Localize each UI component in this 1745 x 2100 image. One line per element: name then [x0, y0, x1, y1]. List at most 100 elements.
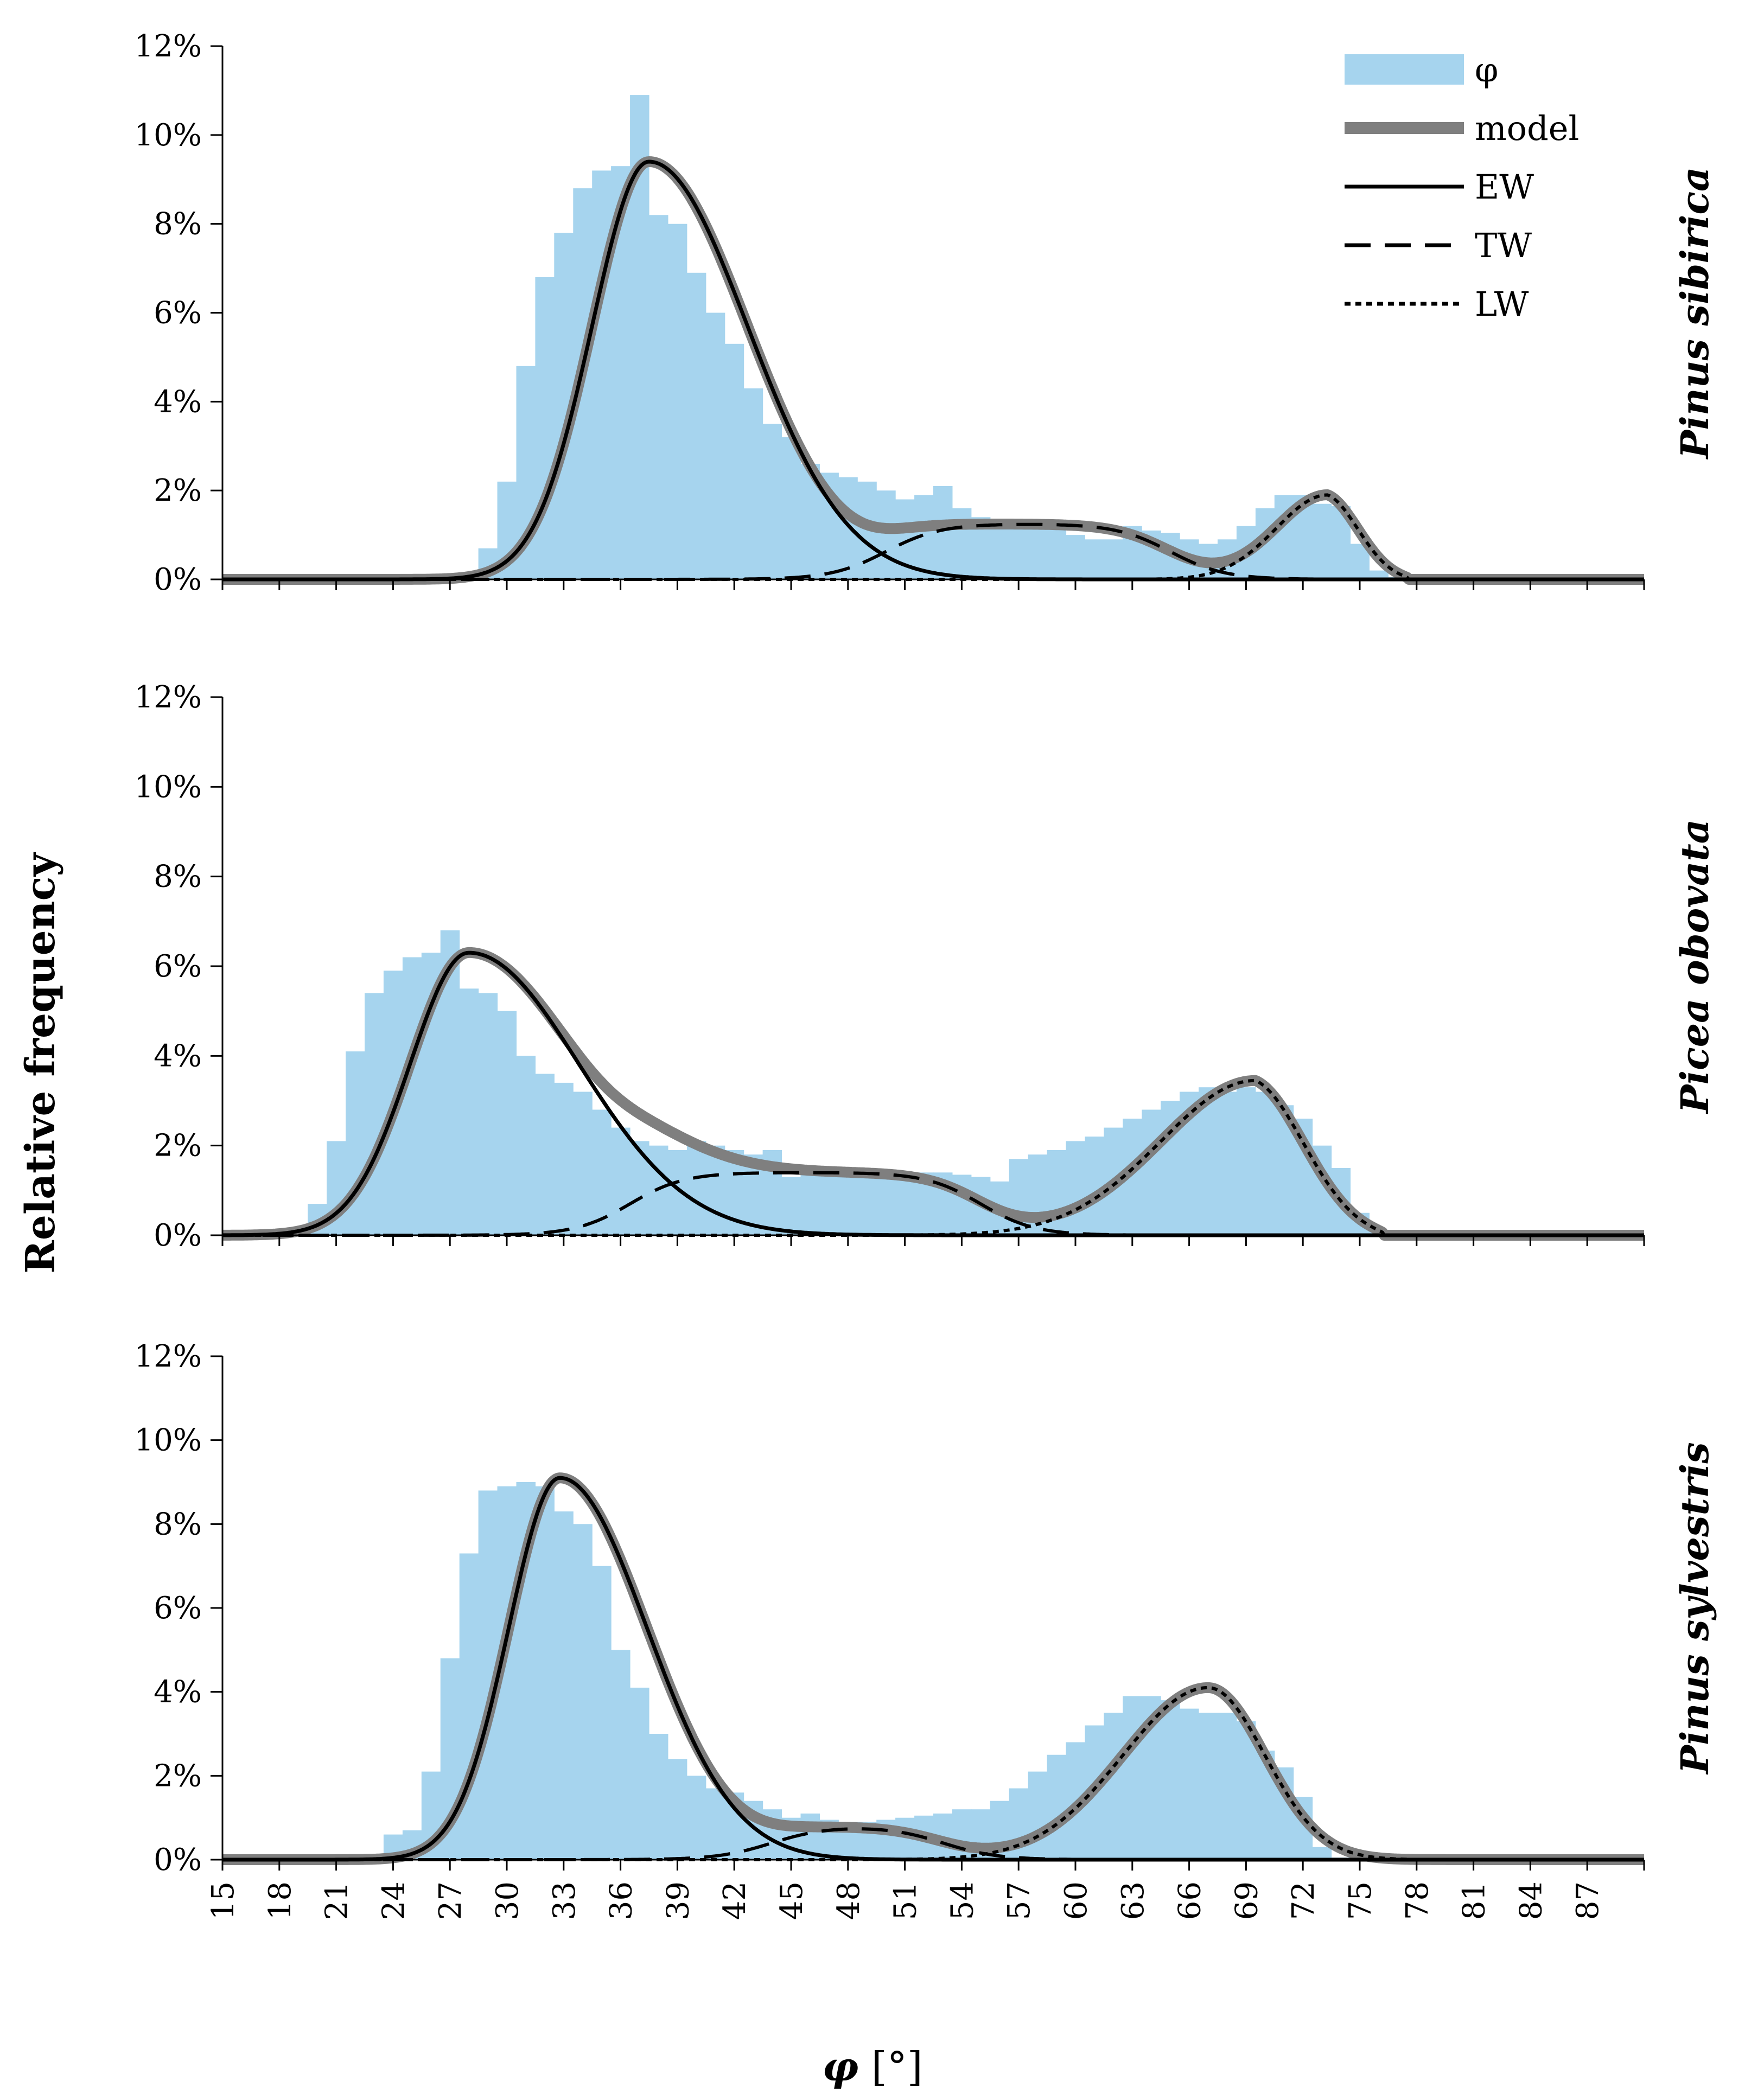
y-axis-title: Relative frequency	[17, 852, 64, 1273]
x-axis-symbol: φ	[822, 2044, 858, 2090]
histogram	[365, 1482, 1351, 1860]
y-tick-label: 6%	[154, 949, 202, 984]
hist-bar	[497, 1011, 517, 1235]
x-tick-label: 15	[206, 1881, 241, 1920]
hist-bar	[876, 1177, 896, 1235]
hist-bar	[592, 170, 612, 579]
hist-bar	[1085, 539, 1104, 579]
species-label: Pinus sylvestris	[1672, 1442, 1717, 1775]
hist-bar	[1312, 1847, 1332, 1860]
hist-bar	[592, 1109, 612, 1235]
x-tick-label: 21	[320, 1881, 355, 1920]
hist-bar	[667, 1759, 687, 1860]
hist-bar	[611, 1127, 631, 1235]
hist-bar	[592, 1566, 612, 1860]
hist-bar	[781, 437, 801, 579]
y-tick-label: 2%	[154, 473, 202, 508]
hist-bar	[724, 343, 744, 579]
x-axis-unit: [°]	[858, 2044, 922, 2090]
species-label: Picea obovata	[1672, 819, 1717, 1114]
x-tick-label: 60	[1059, 1881, 1094, 1920]
x-tick-label: 75	[1343, 1881, 1378, 1920]
hist-bar	[1047, 1150, 1067, 1235]
hist-bar	[611, 1650, 631, 1860]
x-tick-label: 84	[1513, 1881, 1549, 1920]
hist-bar	[705, 312, 725, 579]
y-tick-label: 12%	[135, 680, 202, 715]
y-tick-label: 8%	[154, 859, 202, 895]
hist-bar	[1104, 539, 1123, 579]
x-tick-label: 27	[433, 1881, 468, 1920]
hist-bar	[990, 521, 1010, 579]
x-tick-label: 57	[1002, 1881, 1037, 1920]
hist-bar	[630, 1141, 649, 1235]
hist-bar	[838, 1168, 858, 1235]
x-tick-label: 78	[1400, 1881, 1435, 1920]
hist-bar	[1104, 1713, 1123, 1860]
hist-bar	[743, 388, 763, 579]
hist-bar	[1180, 1708, 1199, 1860]
y-tick-label: 10%	[135, 769, 202, 805]
x-tick-label: 54	[945, 1881, 980, 1920]
y-tick-label: 2%	[154, 1758, 202, 1793]
hist-bar	[1255, 1092, 1275, 1235]
y-tick-label: 12%	[135, 29, 202, 64]
x-tick-label: 45	[774, 1881, 810, 1920]
x-tick-label: 39	[660, 1881, 696, 1920]
x-tick-label: 66	[1173, 1881, 1208, 1920]
legend-lw-label: LW	[1475, 284, 1529, 324]
hist-bar	[573, 1092, 593, 1235]
hist-bar	[1028, 1771, 1048, 1860]
y-tick-label: 4%	[154, 1675, 202, 1710]
hist-bar	[535, 277, 555, 579]
legend-hist-label: φ	[1475, 50, 1498, 90]
y-tick-label: 0%	[154, 562, 202, 597]
hist-bar	[459, 1553, 479, 1860]
hist-bar	[1218, 1092, 1237, 1235]
y-tick-label: 10%	[135, 1423, 202, 1458]
hist-bar	[554, 1082, 574, 1235]
hist-bar	[1123, 1696, 1142, 1860]
hist-bar	[838, 477, 858, 579]
histogram	[289, 930, 1389, 1235]
hist-bar	[686, 272, 706, 579]
hist-bar	[876, 490, 896, 579]
legend: φ model EW TW LW	[1345, 50, 1579, 324]
hist-bar	[516, 1056, 536, 1235]
x-tick-label: 36	[604, 1881, 639, 1920]
hist-bar	[630, 1687, 649, 1860]
y-tick-label: 8%	[154, 1507, 202, 1542]
hist-bar	[1312, 503, 1332, 579]
hist-bar	[686, 1141, 706, 1235]
hist-bar	[573, 1524, 593, 1860]
y-tick-label: 2%	[154, 1128, 202, 1164]
hist-bar	[895, 1175, 915, 1235]
x-tick-label: 69	[1229, 1881, 1264, 1920]
hist-bar	[762, 424, 782, 579]
hist-bar	[667, 224, 687, 579]
hist-bar	[1236, 1087, 1256, 1235]
hist-bar	[933, 486, 953, 579]
hist-bar	[1199, 1087, 1218, 1235]
hist-bar	[1161, 1700, 1180, 1860]
hist-bar	[649, 215, 668, 579]
x-tick-label: 63	[1116, 1881, 1151, 1920]
hist-bar	[554, 1511, 574, 1860]
hist-bar	[1236, 1721, 1256, 1860]
x-tick-label: 87	[1570, 1881, 1606, 1920]
legend-model-label: model	[1475, 108, 1579, 148]
hist-bar	[1199, 1713, 1218, 1860]
hist-bar	[1047, 1754, 1067, 1860]
hist-bar	[535, 1486, 555, 1860]
legend-tw-label: TW	[1475, 226, 1532, 265]
x-tick-label: 33	[547, 1881, 582, 1920]
x-tick-label: 51	[888, 1881, 924, 1920]
legend-ew-label: EW	[1475, 167, 1534, 207]
hist-bar	[705, 1145, 725, 1235]
hist-bar	[705, 1788, 725, 1860]
x-tick-label: 30	[490, 1881, 525, 1920]
x-tick-label: 72	[1286, 1881, 1321, 1920]
panel-3: 0% 2% 4% 6% 8% 10% 12% Pinus sylvestris 15 18 21 24…	[135, 1339, 1717, 1920]
y-tick-label: 0%	[154, 1842, 202, 1878]
